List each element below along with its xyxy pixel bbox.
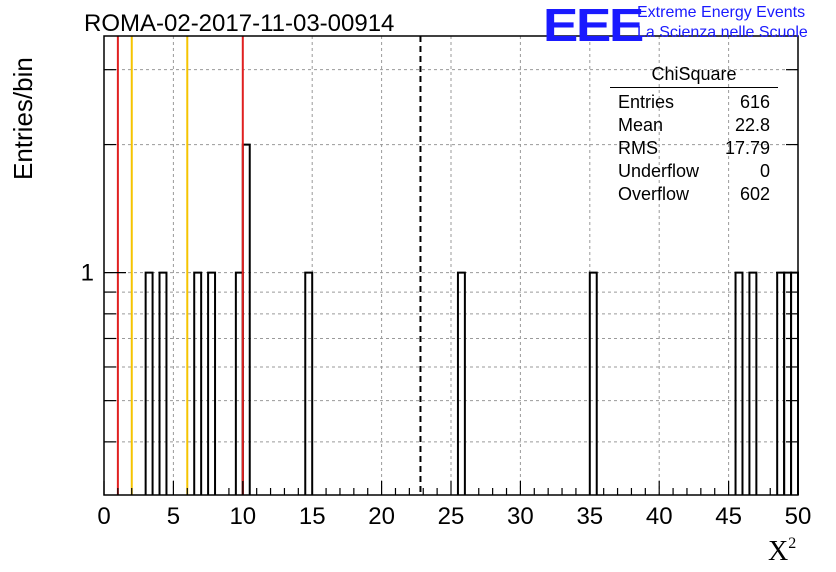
chart-title: ROMA-02-2017-11-03-00914 (84, 10, 395, 37)
stats-label: Entries (618, 92, 675, 112)
histogram-bin (588, 271, 598, 495)
x-tick-label: 25 (438, 503, 465, 530)
y-axis-label: Entries/bin (8, 57, 38, 180)
x-tick-label: 5 (167, 503, 180, 530)
x-axis-label-base: X (768, 536, 789, 567)
stats-title: ChiSquare (610, 64, 778, 88)
histogram-bin (241, 143, 251, 495)
histogram-bin (456, 271, 466, 495)
eee-logo: EEE (543, 0, 644, 51)
stats-value: 0 (759, 161, 770, 181)
stats-label: Mean (618, 115, 664, 135)
x-tick-label: 15 (299, 503, 326, 530)
histogram-bin (158, 271, 168, 495)
histogram-bin (144, 271, 154, 495)
x-tick-label: 45 (715, 503, 742, 530)
x-axis-label-superscript: 2 (788, 535, 797, 552)
stats-label: Underflow (618, 161, 700, 181)
stats-row: Mean 22.8 (610, 114, 778, 137)
stats-label: Overflow (618, 184, 690, 204)
stats-value: 602 (739, 184, 770, 204)
stats-row: Overflow 602 (610, 183, 778, 206)
logo-line-2: La Scienza nelle Scuole (637, 24, 808, 41)
x-tick-label: 35 (576, 503, 603, 530)
x-axis-label: X2 (768, 535, 796, 568)
logo-line-1: Extreme Energy Events (637, 4, 806, 21)
histogram-bin (748, 271, 758, 495)
x-tick-label: 0 (97, 503, 110, 530)
x-tick-label: 20 (368, 503, 395, 530)
stats-value: 616 (739, 92, 770, 112)
x-tick-label: 30 (507, 503, 534, 530)
histogram-bin (790, 271, 799, 495)
x-tick-label: 50 (785, 503, 812, 530)
histogram-bin (193, 271, 203, 495)
x-tick-label: 10 (229, 503, 256, 530)
x-tick-label: 40 (646, 503, 673, 530)
stats-box: ChiSquare Entries 616 Mean 22.8 RMS 17.79 U… (610, 64, 778, 206)
stats-row: Underflow 0 (610, 160, 778, 183)
histogram-bin (734, 271, 744, 495)
histogram-bin (304, 271, 314, 495)
histogram-bin (776, 271, 786, 495)
stats-row: RMS 17.79 (610, 137, 778, 160)
histogram-bin (207, 271, 217, 495)
grid-lines (104, 36, 798, 495)
histogram-bin (783, 271, 793, 495)
stats-label: RMS (618, 138, 658, 158)
stats-value: 17.79 (724, 138, 770, 158)
stats-value: 22.8 (734, 115, 770, 135)
histogram-bin (234, 271, 244, 495)
stats-row: Entries 616 (610, 91, 778, 114)
y-tick-label: 1 (81, 260, 94, 287)
reference-lines (116, 36, 422, 495)
axes: 0 5 10 15 20 25 30 35 40 45 50 1 (81, 35, 812, 530)
